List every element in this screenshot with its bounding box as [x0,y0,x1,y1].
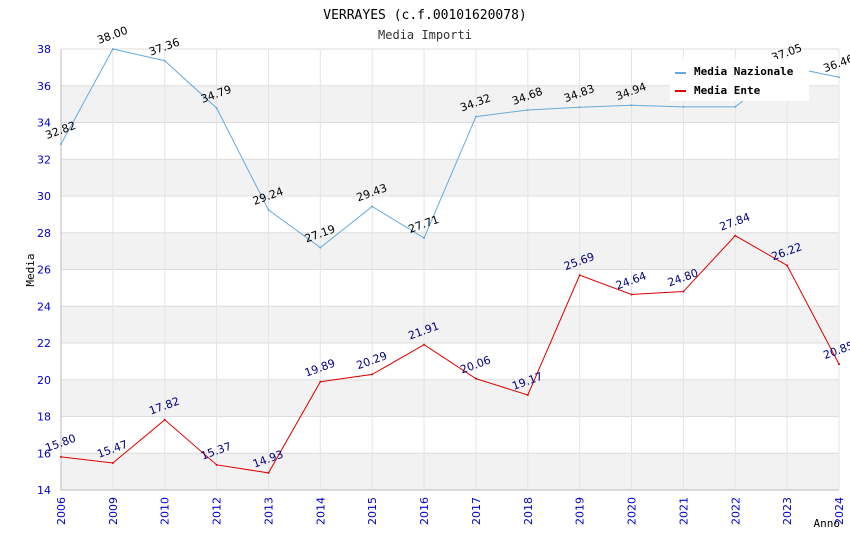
data-point [734,105,737,108]
data-point [682,105,685,108]
data-point [267,471,270,474]
y-tick-label: 30 [37,190,51,203]
x-axis-label: Anno [814,517,841,530]
data-point [526,109,529,112]
data-point [786,264,789,267]
data-point [111,48,114,50]
axes [60,49,839,491]
data-point [682,290,685,293]
y-tick-label: 18 [37,411,51,424]
data-point [267,208,270,211]
data-point [163,59,166,62]
y-axis-label: Media [24,253,37,286]
data-point [630,104,633,107]
data-point [423,343,426,346]
x-tick-label: 2020 [626,497,639,525]
data-point [838,76,840,79]
data-point [474,115,477,118]
data-point [578,106,581,109]
data-point [838,363,840,366]
x-tick-label: 2012 [211,497,224,525]
x-tick-label: 2022 [729,497,742,525]
data-point [215,463,218,466]
legend-box [670,59,809,101]
series-line-media-nazionale [60,48,840,249]
y-tick-label: 38 [37,43,51,56]
data-point [474,377,477,380]
grid-band [61,232,839,270]
y-tick-label: 20 [37,374,51,387]
x-tick-label: 2006 [55,497,68,525]
data-label: 36.46 [822,52,850,75]
data-point [423,237,426,240]
data-point [319,246,322,249]
y-tick-label: 26 [37,264,51,277]
data-point [215,106,218,109]
x-tick-label: 2024 [833,497,846,525]
legend-label-ente: Media Ente [694,84,761,97]
grid-bands [61,85,839,490]
x-tick-label: 2009 [107,497,120,525]
x-tick-label: 2013 [262,497,275,525]
y-tick-label: 36 [37,80,51,93]
grid-band [61,453,839,490]
y-tick-label: 34 [37,117,51,130]
series-line-media-ente [60,235,840,474]
data-point [163,418,166,421]
data-point [578,274,581,277]
x-tick-label: 2016 [418,497,431,525]
y-tick-label: 22 [37,337,51,350]
data-point [111,461,114,464]
x-tick-label: 2023 [781,497,794,525]
data-point [526,394,529,397]
series-lines [60,48,840,474]
data-point [319,380,322,383]
chart-subtitle: Media Importi [378,28,472,42]
x-tick-label: 2010 [159,497,172,525]
chart-title: VERRAYES (c.f.00101620078) [323,8,527,23]
y-tick-label: 16 [37,447,51,460]
data-label: 38.00 [95,24,129,47]
legend: Media Nazionale Media Ente [670,59,809,101]
data-point [371,205,374,208]
grid-band [61,379,839,417]
x-tick-label: 2019 [574,497,587,525]
data-point [371,373,374,376]
y-tick-label: 32 [37,153,51,166]
x-tick-label: 2014 [314,497,327,525]
data-point [630,293,633,296]
y-tick-label: 28 [37,227,51,240]
grid-band [61,306,839,343]
x-tick-label: 2015 [366,497,379,525]
x-tick-label: 2017 [470,497,483,525]
legend-label-nazionale: Media Nazionale [694,65,794,78]
y-tick-label: 24 [37,300,51,313]
data-point [60,143,62,146]
y-tick-label: 14 [37,484,51,497]
x-tick-label: 2021 [677,497,690,525]
x-tick-label: 2018 [522,497,535,525]
data-point [60,455,62,458]
data-point [734,234,737,237]
